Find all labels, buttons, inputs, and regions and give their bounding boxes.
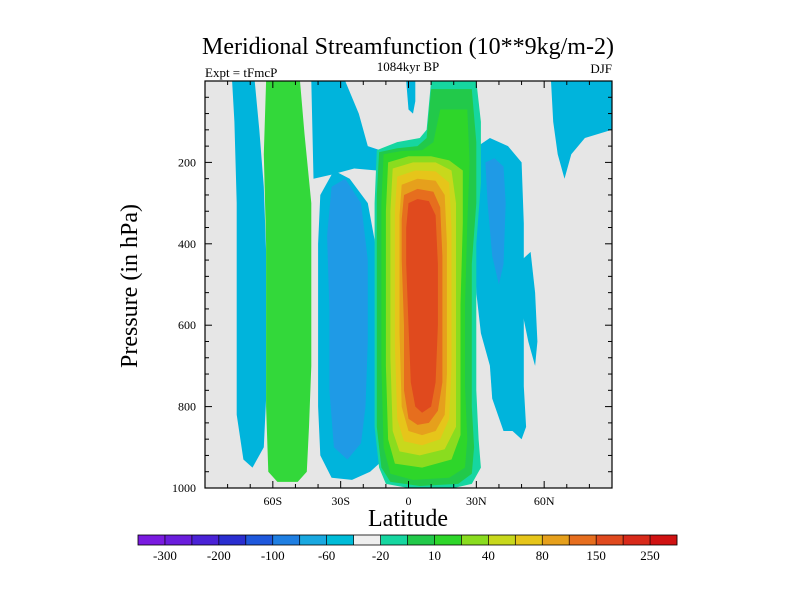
time-label: 1084kyr BP [377,59,439,74]
axis-ticks: 60S 30S 0 30N 60N 200 400 600 800 1000 [172,81,612,508]
experiment-label: Expt = tFmcP [205,65,277,80]
colorbar-swatch [218,535,247,545]
colorbar-label: 250 [640,548,660,563]
colorbar-swatch [353,535,381,545]
contour-regions [232,81,612,488]
colorbar-swatch [623,535,651,545]
x-tick-label: 0 [406,494,412,508]
colorbar-swatch [245,535,274,545]
colorbar-swatch [299,535,327,545]
colorbar-swatch [138,535,166,545]
colorbar-label: 80 [536,548,549,563]
x-tick-label: 30S [331,494,350,508]
contour-region-cyan-northern-lower [489,349,524,431]
colorbar-label: 40 [482,548,495,563]
colorbar-swatch [272,535,300,545]
colorbar-swatch [380,535,408,545]
colorbar-label: -200 [207,548,231,563]
colorbar-swatch [488,535,516,545]
colorbar-label: -20 [372,548,389,563]
colorbar-swatch [461,535,489,545]
y-tick-label: 600 [178,318,196,332]
contour-region-blue-30n-core [485,158,506,285]
colorbar-label: -60 [318,548,335,563]
contour-region-contour-300 [406,199,438,413]
season-label: DJF [590,61,612,76]
contour-region-cyan-60s-column [232,81,267,468]
x-tick-label: 30N [466,494,487,508]
x-axis-label: Latitude [368,506,448,532]
x-tick-label: 60N [534,494,555,508]
colorbar-swatch [542,535,570,545]
contour-region-green-60s-column [263,81,312,482]
y-tick-label: 400 [178,237,196,251]
y-tick-label: 200 [178,155,196,169]
colorbar-label: 10 [428,548,441,563]
y-tick-label: 800 [178,400,196,414]
plot-area: 60S 30S 0 30N 60N 200 400 600 800 1000 [172,80,613,508]
contour-region-cyan-tropical-top [406,81,416,114]
contour-region-blue-30s-core [327,178,368,460]
contour-region-cyan-far-north-strip [521,251,538,366]
contour-region-cyan-far-north [551,81,612,179]
colorbar-swatch [164,535,193,545]
x-tick-label: 60S [263,494,282,508]
colorbar-label: -300 [153,548,177,563]
y-axis-label: Pressure (in hPa) [117,204,143,368]
colorbar-swatch [650,535,678,545]
y-tick-label: 1000 [172,481,196,495]
colorbar-swatch [434,535,462,545]
colorbar: -300 -200 -100 -60 -20 10 40 80 150 250 [137,534,678,563]
colorbar-frame [137,534,678,546]
colorbar-swatch [407,535,435,545]
colorbar-label: -100 [261,548,285,563]
colorbar-swatch [191,535,220,545]
colorbar-swatch [515,535,543,545]
colorbar-swatch [326,535,354,545]
colorbar-swatch [596,535,624,545]
colorbar-label: 150 [586,548,606,563]
chart-title: Meridional Streamfunction (10**9kg/m-2) [202,34,614,60]
colorbar-swatch [569,535,597,545]
